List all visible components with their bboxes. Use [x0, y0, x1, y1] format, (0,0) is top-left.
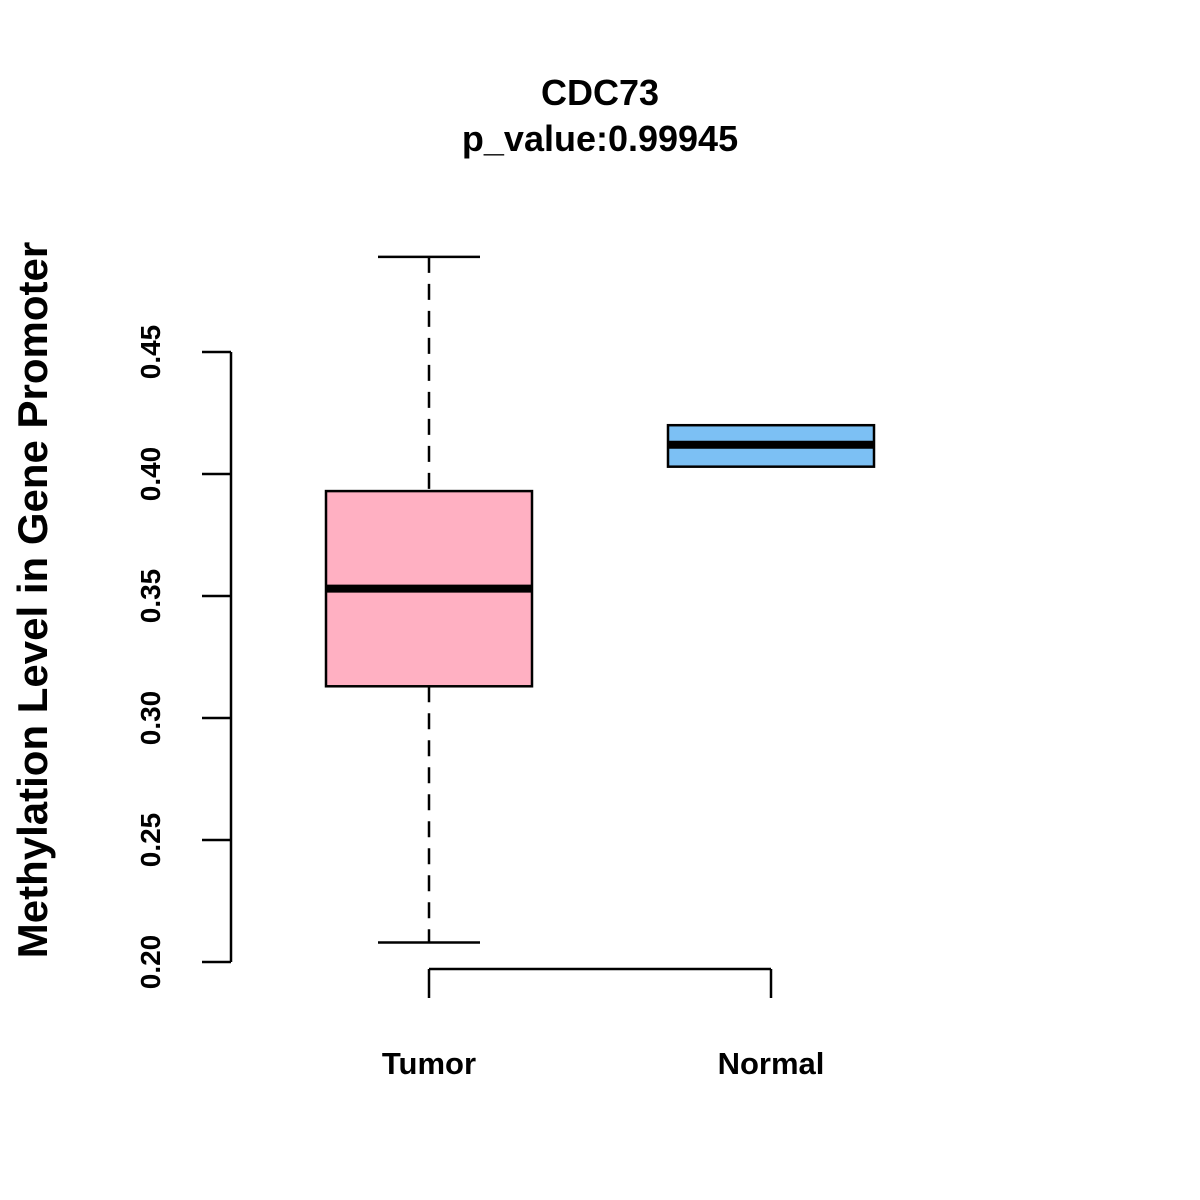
- chart-title: CDC73: [541, 72, 659, 113]
- y-tick-label: 0.25: [135, 813, 166, 868]
- chart-subtitle: p_value:0.99945: [462, 118, 738, 159]
- y-tick-label: 0.30: [135, 691, 166, 746]
- y-tick-label: 0.35: [135, 569, 166, 624]
- x-axis: Tumor Normal: [382, 967, 825, 1081]
- box-group: [324, 255, 876, 944]
- box-normal: [666, 423, 876, 468]
- x-tick-label-normal: Normal: [718, 1046, 825, 1081]
- y-tick-label: 0.45: [135, 325, 166, 380]
- y-tick-label: 0.40: [135, 447, 166, 502]
- box-tumor: [324, 255, 534, 944]
- x-tick-label-tumor: Tumor: [382, 1046, 476, 1081]
- y-tick-label: 0.20: [135, 935, 166, 990]
- y-axis-label: Methylation Level in Gene Promoter: [9, 242, 56, 958]
- y-axis: 0.20 0.25 0.30 0.35 0.40 0.45: [135, 325, 233, 990]
